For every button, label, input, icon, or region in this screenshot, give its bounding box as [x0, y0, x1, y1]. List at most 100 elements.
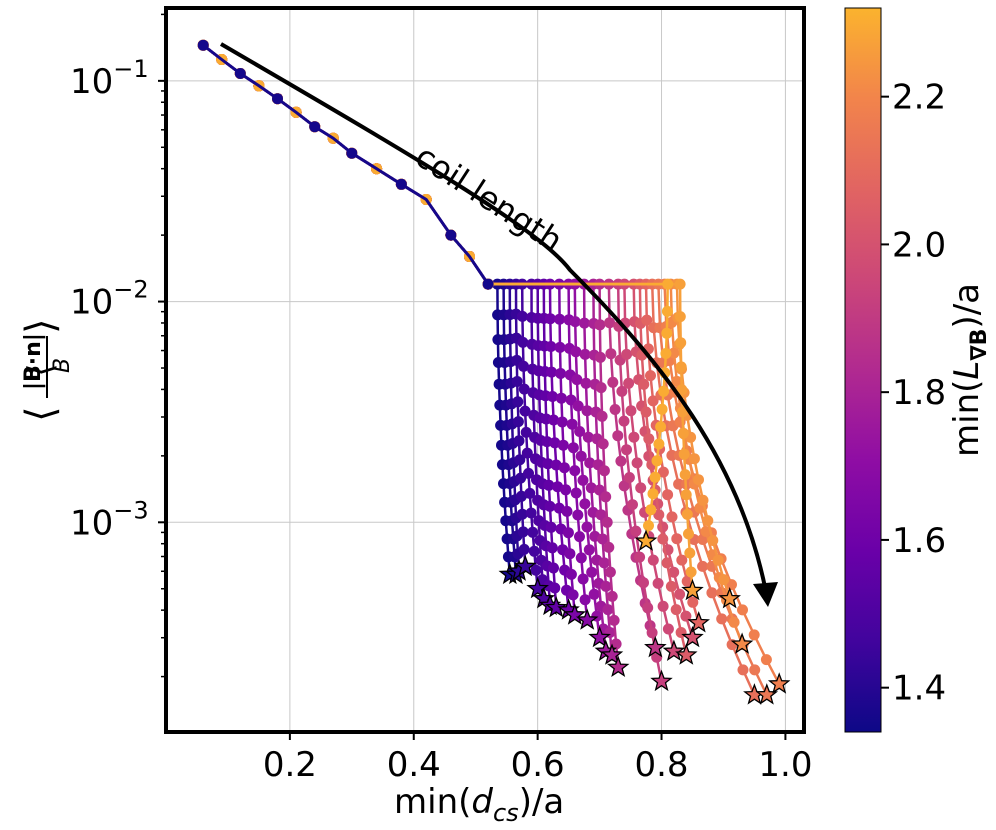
series-point [577, 474, 589, 486]
series-point [545, 521, 557, 533]
series-point [618, 415, 630, 427]
colorbar-gradient [844, 7, 882, 733]
series-point [653, 438, 665, 450]
y-tick-label: 10−2 [70, 276, 149, 323]
end-star [514, 554, 537, 577]
series-point [661, 557, 673, 569]
series-point [596, 410, 608, 422]
series-point [621, 348, 633, 360]
series-point [647, 395, 659, 407]
series-point [530, 564, 542, 576]
svg-text:|B·n|: |B·n| [21, 333, 46, 390]
series-line [202, 44, 527, 567]
series-point [615, 455, 627, 467]
series-point [554, 313, 566, 325]
trunk-line [202, 44, 490, 285]
series-point [643, 520, 654, 532]
series-point [575, 450, 587, 462]
series-point [706, 587, 718, 599]
x-tick-label: 0.8 [634, 745, 688, 785]
series-point [641, 314, 653, 326]
series-point [623, 472, 635, 483]
series-line [202, 44, 546, 599]
series-point [642, 602, 654, 614]
series-point [681, 575, 693, 587]
series-point [680, 489, 692, 501]
series-point [737, 664, 749, 676]
coil-length-arrowhead [753, 582, 778, 607]
series-point [581, 405, 593, 417]
y-tick-label: 10−3 [70, 496, 149, 543]
series-point [678, 448, 690, 460]
series-point [676, 384, 688, 396]
series-point [569, 465, 581, 477]
coil-length-label: coil length [409, 137, 570, 260]
series-point [606, 590, 618, 602]
series-point [728, 616, 740, 628]
series-point [651, 455, 663, 467]
series-27 [197, 39, 697, 591]
series-point [525, 507, 537, 519]
end-star [675, 643, 698, 665]
series-point [512, 416, 524, 428]
series-point [649, 471, 661, 483]
series-2 [197, 39, 521, 575]
colorbar-tick-label: 2.0 [892, 225, 946, 265]
series-point [657, 466, 669, 478]
series-line [202, 44, 657, 649]
series-point [623, 377, 635, 389]
series-point [600, 580, 612, 592]
colorbar-tick-label: 1.6 [892, 521, 946, 561]
series-point [542, 458, 554, 470]
svg-text:⟨: ⟨ [21, 363, 61, 376]
series-point [567, 589, 579, 601]
series-20 [197, 39, 688, 656]
series-point [515, 490, 527, 502]
end-star [681, 578, 704, 601]
series-point [676, 554, 688, 566]
svg-text:min(L∇B)/a: min(L∇B)/a [947, 283, 992, 457]
series-point [554, 341, 566, 353]
series-point [656, 403, 668, 415]
series-point [716, 613, 728, 625]
series-point [673, 478, 685, 490]
series-point [561, 505, 573, 517]
series-15 [197, 39, 622, 668]
series-point [584, 457, 596, 469]
series-point [608, 614, 620, 626]
series-point [662, 489, 674, 501]
series-point [662, 623, 674, 635]
series-point [558, 462, 570, 474]
plot-frame [164, 6, 806, 734]
series-point [652, 577, 664, 589]
series-point [569, 316, 581, 328]
colorbar-label: min(L∇B)/a [947, 283, 992, 457]
series-point [643, 433, 655, 445]
series-3 [197, 39, 524, 572]
series-point [579, 498, 591, 510]
series-point [674, 278, 686, 290]
series-point [511, 376, 523, 387]
series-point [677, 406, 688, 418]
series-point [588, 588, 600, 600]
series-point [571, 374, 583, 386]
series-point [597, 533, 609, 545]
end-star [687, 611, 710, 633]
series-point [625, 405, 637, 417]
series-point [583, 544, 595, 556]
series-point [544, 500, 556, 512]
series-point [760, 654, 772, 666]
y-axis-label: ⟨ ⟨ ⟩ |B·n| B [18, 318, 75, 422]
end-star [767, 672, 791, 694]
series-point [628, 431, 640, 443]
series-point [521, 447, 533, 459]
series-point [570, 346, 582, 358]
series-point [560, 484, 572, 496]
series-point [621, 444, 632, 456]
series-point [546, 542, 558, 554]
series-point [675, 361, 687, 373]
series-point [697, 560, 709, 572]
series-point [618, 480, 630, 492]
series-point [671, 533, 683, 545]
series-point [600, 491, 612, 503]
